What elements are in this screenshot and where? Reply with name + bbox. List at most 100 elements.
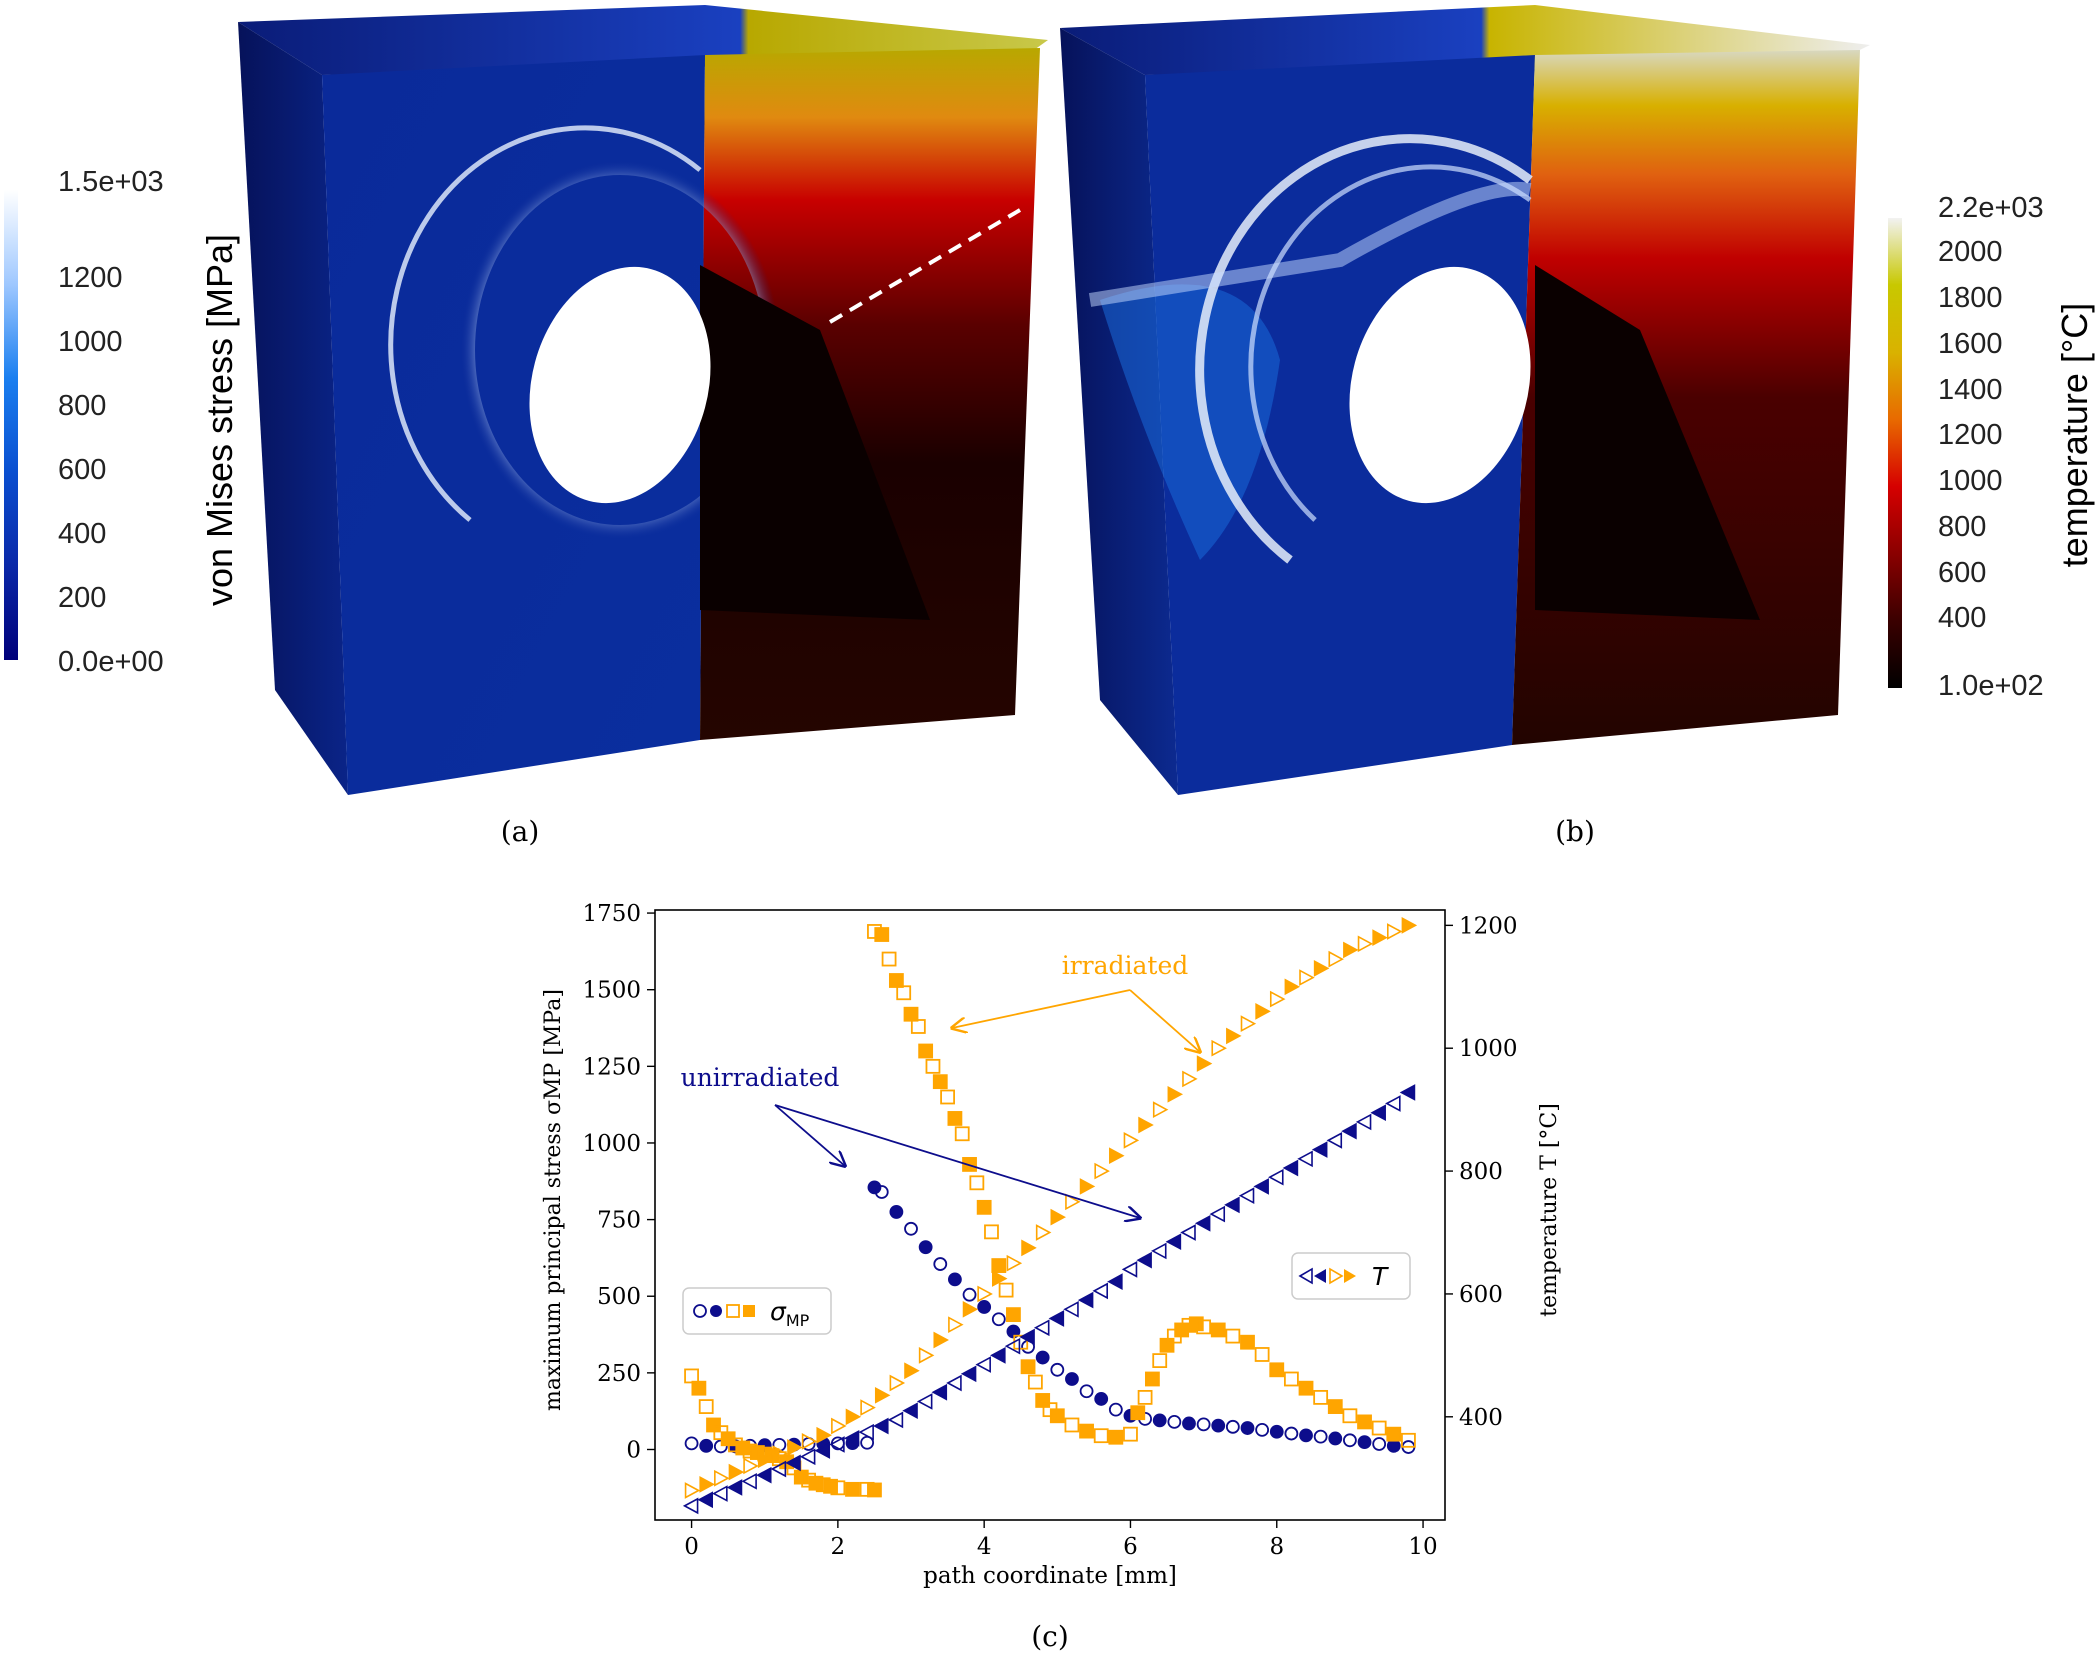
legend-stress-label: σMP [770, 1297, 810, 1330]
y-tick-label: 250 [597, 1361, 641, 1387]
data-point-triangle [1224, 1196, 1240, 1214]
data-point-triangle [904, 1362, 920, 1380]
data-point-square [1240, 1334, 1255, 1350]
colorbar-b-tick: 1000 [1938, 465, 2003, 497]
colorbar-a-tick: 1000 [58, 326, 123, 358]
data-point-circle [1079, 1384, 1094, 1399]
colorbar-b-tick: 1800 [1938, 282, 2003, 314]
data-point-square [1049, 1408, 1065, 1424]
data-point-triangle [845, 1408, 862, 1426]
data-point-triangle [1399, 1084, 1416, 1101]
data-point-triangle [829, 1436, 845, 1453]
data-point-square [691, 1380, 707, 1396]
data-point-square [925, 1058, 941, 1074]
data-point-triangle [1004, 1337, 1021, 1355]
data-point-square [867, 1482, 882, 1498]
data-point-triangle [1121, 1261, 1138, 1278]
data-point-triangle [1033, 1319, 1050, 1337]
data-point-circle [874, 1185, 889, 1199]
annotation-irradiated: irradiated [1062, 951, 1189, 980]
data-point-triangle [902, 1402, 918, 1419]
data-point-triangle [1357, 935, 1374, 953]
colorbar-b-max: 2.2e+03 [1938, 192, 2044, 224]
legend-triangle-left-filled-marker [1314, 1269, 1326, 1283]
data-point-square [954, 1126, 970, 1142]
data-point-circle [889, 1205, 904, 1219]
x-tick-label: 10 [1408, 1534, 1437, 1560]
data-point-circle [1108, 1402, 1123, 1417]
data-point-triangle [814, 1442, 831, 1459]
data-point-triangle [726, 1479, 743, 1496]
data-point-circle [962, 1287, 977, 1302]
data-point-square [1064, 1417, 1080, 1433]
data-point-square [1152, 1353, 1168, 1369]
data-point-triangle [860, 1399, 876, 1416]
data-point-square [1123, 1426, 1138, 1442]
data-point-circle [904, 1221, 918, 1236]
y2-axis-label: temperature T [°C] [1537, 1103, 1562, 1317]
x-tick-label: 8 [1269, 1534, 1284, 1560]
y2-tick-label: 600 [1459, 1282, 1503, 1308]
data-point-square [845, 1481, 860, 1497]
data-point-triangle [697, 1491, 714, 1509]
data-point-triangle [1092, 1282, 1109, 1300]
data-point-square [1093, 1428, 1109, 1444]
data-point-square [1210, 1322, 1226, 1338]
colorbar-a-tick: 1200 [58, 262, 123, 294]
data-point-square [984, 1224, 999, 1240]
data-point-square [881, 951, 897, 967]
chart-axes: 0 2 4 6 8 10 0 250 500 750 1000 1250 1500 1750 400 600 8… [582, 901, 1517, 1560]
data-point-circle [1182, 1416, 1196, 1431]
data-point-circle [1299, 1428, 1313, 1443]
data-point-circle [1050, 1362, 1065, 1377]
data-point-square [1137, 1389, 1153, 1405]
temperature-field-render-b [1060, 5, 1870, 795]
data-point-triangle [858, 1423, 874, 1441]
data-point-triangle [1297, 1150, 1313, 1168]
y-tick-label: 1000 [582, 1131, 641, 1157]
colorbar-b-tick: 1400 [1938, 374, 2003, 406]
data-point-square [976, 1199, 992, 1215]
data-point-triangle [1255, 1003, 1271, 1020]
data-point-circle [933, 1257, 948, 1271]
data-point-circle [1035, 1350, 1050, 1365]
data-point-triangle [1065, 1193, 1081, 1211]
data-point-circle [1255, 1422, 1270, 1437]
data-point-triangle [1194, 1214, 1211, 1232]
data-point-square [1269, 1362, 1285, 1378]
data-point-triangle [1328, 950, 1344, 968]
chart-marks [682, 917, 1418, 1515]
legend-circle-open-marker [693, 1304, 707, 1318]
data-point-square [1371, 1420, 1387, 1436]
colorbar-b-tick: 800 [1938, 511, 1987, 543]
colorbar-a-max: 1.5e+03 [58, 166, 164, 198]
data-point-square [896, 985, 912, 1001]
data-point-square [684, 1368, 699, 1384]
data-point-square [947, 1111, 963, 1126]
legend-triangle-left-open-marker [1298, 1267, 1313, 1285]
data-point-circle [1313, 1429, 1328, 1444]
data-point-triangle [831, 1417, 847, 1435]
data-point-circle [1065, 1372, 1079, 1386]
data-point-square [1079, 1423, 1094, 1439]
data-point-triangle [960, 1365, 977, 1383]
data-point-triangle [1311, 1141, 1328, 1158]
data-point-triangle [756, 1466, 772, 1484]
data-point-triangle [1021, 1239, 1037, 1257]
caption-c: (c) [1031, 1620, 1069, 1653]
data-point-square [1225, 1328, 1241, 1344]
data-point-square [1108, 1429, 1124, 1445]
legend-stress: σMP [682, 1287, 832, 1335]
data-point-square [910, 1019, 926, 1034]
data-point-triangle [1167, 1085, 1184, 1103]
colorbar-b-tick: 1200 [1938, 419, 2003, 451]
legend-temperature-label: T [1372, 1262, 1389, 1291]
series-1 [684, 924, 1416, 1498]
data-point-square [874, 927, 890, 942]
legend-square-filled-marker [743, 1305, 755, 1317]
y-axis-label: maximum principal stress σMP [MPa] [541, 989, 566, 1411]
data-point-circle [1343, 1433, 1357, 1448]
data-point-triangle [1152, 1101, 1169, 1118]
data-point-triangle [1035, 1224, 1052, 1241]
